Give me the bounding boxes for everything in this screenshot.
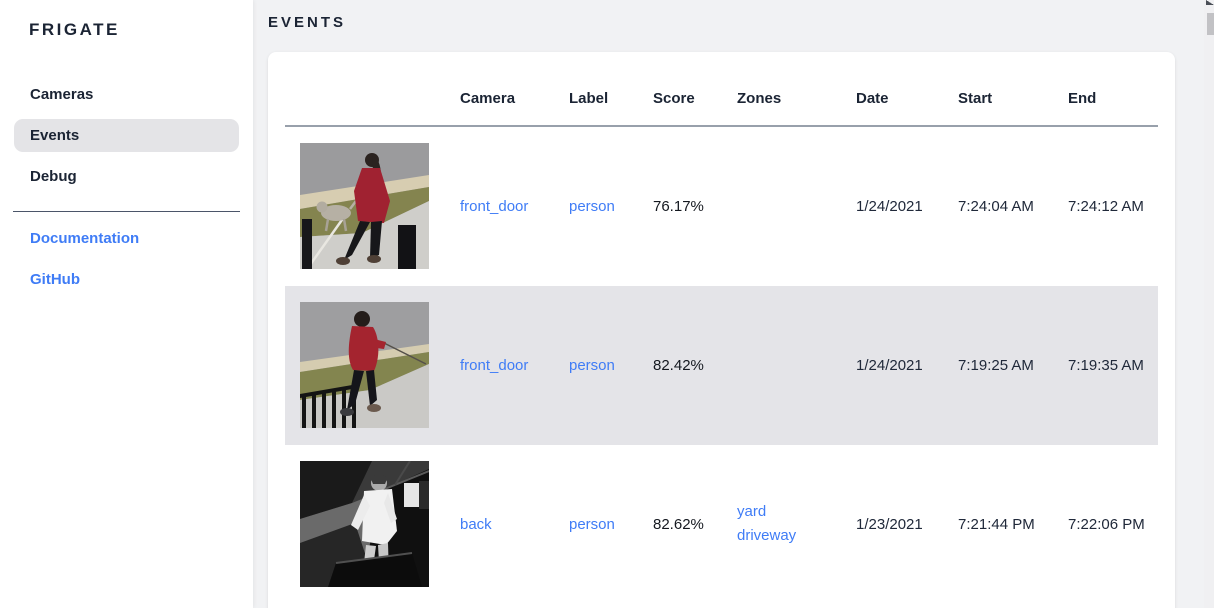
sidebar: FRIGATE Cameras Events Debug Documentati… [0, 0, 253, 608]
sidebar-nav: Cameras Events Debug Documentation GitHu… [0, 78, 253, 296]
end-time-text: 7:19:35 AM [1068, 356, 1144, 374]
label-link[interactable]: person [569, 356, 615, 374]
sidebar-item-events[interactable]: Events [14, 119, 239, 152]
vertical-scrollbar[interactable] [1204, 0, 1214, 608]
end-time-text: 7:22:06 PM [1068, 515, 1145, 533]
start-time-text: 7:24:04 AM [958, 197, 1034, 215]
zone-link-driveway[interactable]: driveway [737, 527, 797, 544]
sidebar-item-cameras[interactable]: Cameras [30, 86, 94, 103]
column-header-end: End [1053, 52, 1158, 127]
label-link[interactable]: person [569, 197, 615, 215]
camera-link[interactable]: front_door [460, 197, 529, 215]
table-row[interactable]: front_door person 76.17% 1/24/2021 7:24:… [285, 126, 1158, 286]
date-text: 1/24/2021 [856, 197, 923, 215]
column-header-date: Date [841, 52, 943, 127]
start-time-text: 7:19:25 AM [958, 356, 1034, 374]
app-logo-title: FRIGATE [29, 20, 120, 39]
zones-cell [722, 126, 841, 286]
zones-cell: yard driveway [722, 445, 841, 604]
camera-link[interactable]: back [460, 515, 492, 533]
thumbnail-image [300, 461, 429, 587]
scrollbar-up-arrow-icon[interactable] [1206, 0, 1214, 5]
camera-link[interactable]: front_door [460, 356, 529, 374]
column-header-score: Score [638, 52, 722, 127]
event-thumbnail [300, 143, 429, 269]
column-header-zones: Zones [722, 52, 841, 127]
sidebar-divider [13, 211, 240, 212]
label-link[interactable]: person [569, 515, 615, 533]
sidebar-link-github[interactable]: GitHub [30, 271, 80, 288]
events-card: Camera Label Score Zones Date Start End [268, 52, 1175, 608]
thumbnail-image [300, 302, 429, 428]
table-header-row: Camera Label Score Zones Date Start End [285, 52, 1158, 127]
end-time-text: 7:24:12 AM [1068, 197, 1144, 215]
zone-link-yard[interactable]: yard [737, 503, 767, 520]
sidebar-item-debug[interactable]: Debug [30, 168, 77, 185]
zones-cell [722, 286, 841, 445]
column-header-camera: Camera [445, 52, 554, 127]
score-text: 76.17% [653, 197, 704, 215]
date-text: 1/23/2021 [856, 515, 923, 533]
table-row[interactable]: 2021-01-23 19:21:44 back person 82.62% y… [285, 445, 1158, 604]
thumbnail-timestamp-overlay: 2021-01-23 19:21:44 [328, 461, 429, 464]
events-table: Camera Label Score Zones Date Start End [285, 52, 1158, 604]
column-header-thumbnail [285, 52, 445, 127]
page-title: EVENTS [268, 14, 347, 31]
sidebar-link-documentation[interactable]: Documentation [30, 230, 140, 247]
table-row[interactable]: front_door person 82.42% 1/24/2021 7:19:… [285, 286, 1158, 445]
start-time-text: 7:21:44 PM [958, 515, 1035, 533]
event-thumbnail: 2021-01-23 19:21:44 [300, 461, 429, 587]
score-text: 82.62% [653, 515, 704, 533]
score-text: 82.42% [653, 356, 704, 374]
date-text: 1/24/2021 [856, 356, 923, 374]
event-thumbnail [300, 302, 429, 428]
column-header-label: Label [554, 52, 638, 127]
main-content: EVENTS Camera Label Score Zones Date Sta… [253, 0, 1175, 608]
thumbnail-image [300, 143, 429, 269]
column-header-start: Start [943, 52, 1053, 127]
scrollbar-thumb[interactable] [1207, 13, 1214, 35]
